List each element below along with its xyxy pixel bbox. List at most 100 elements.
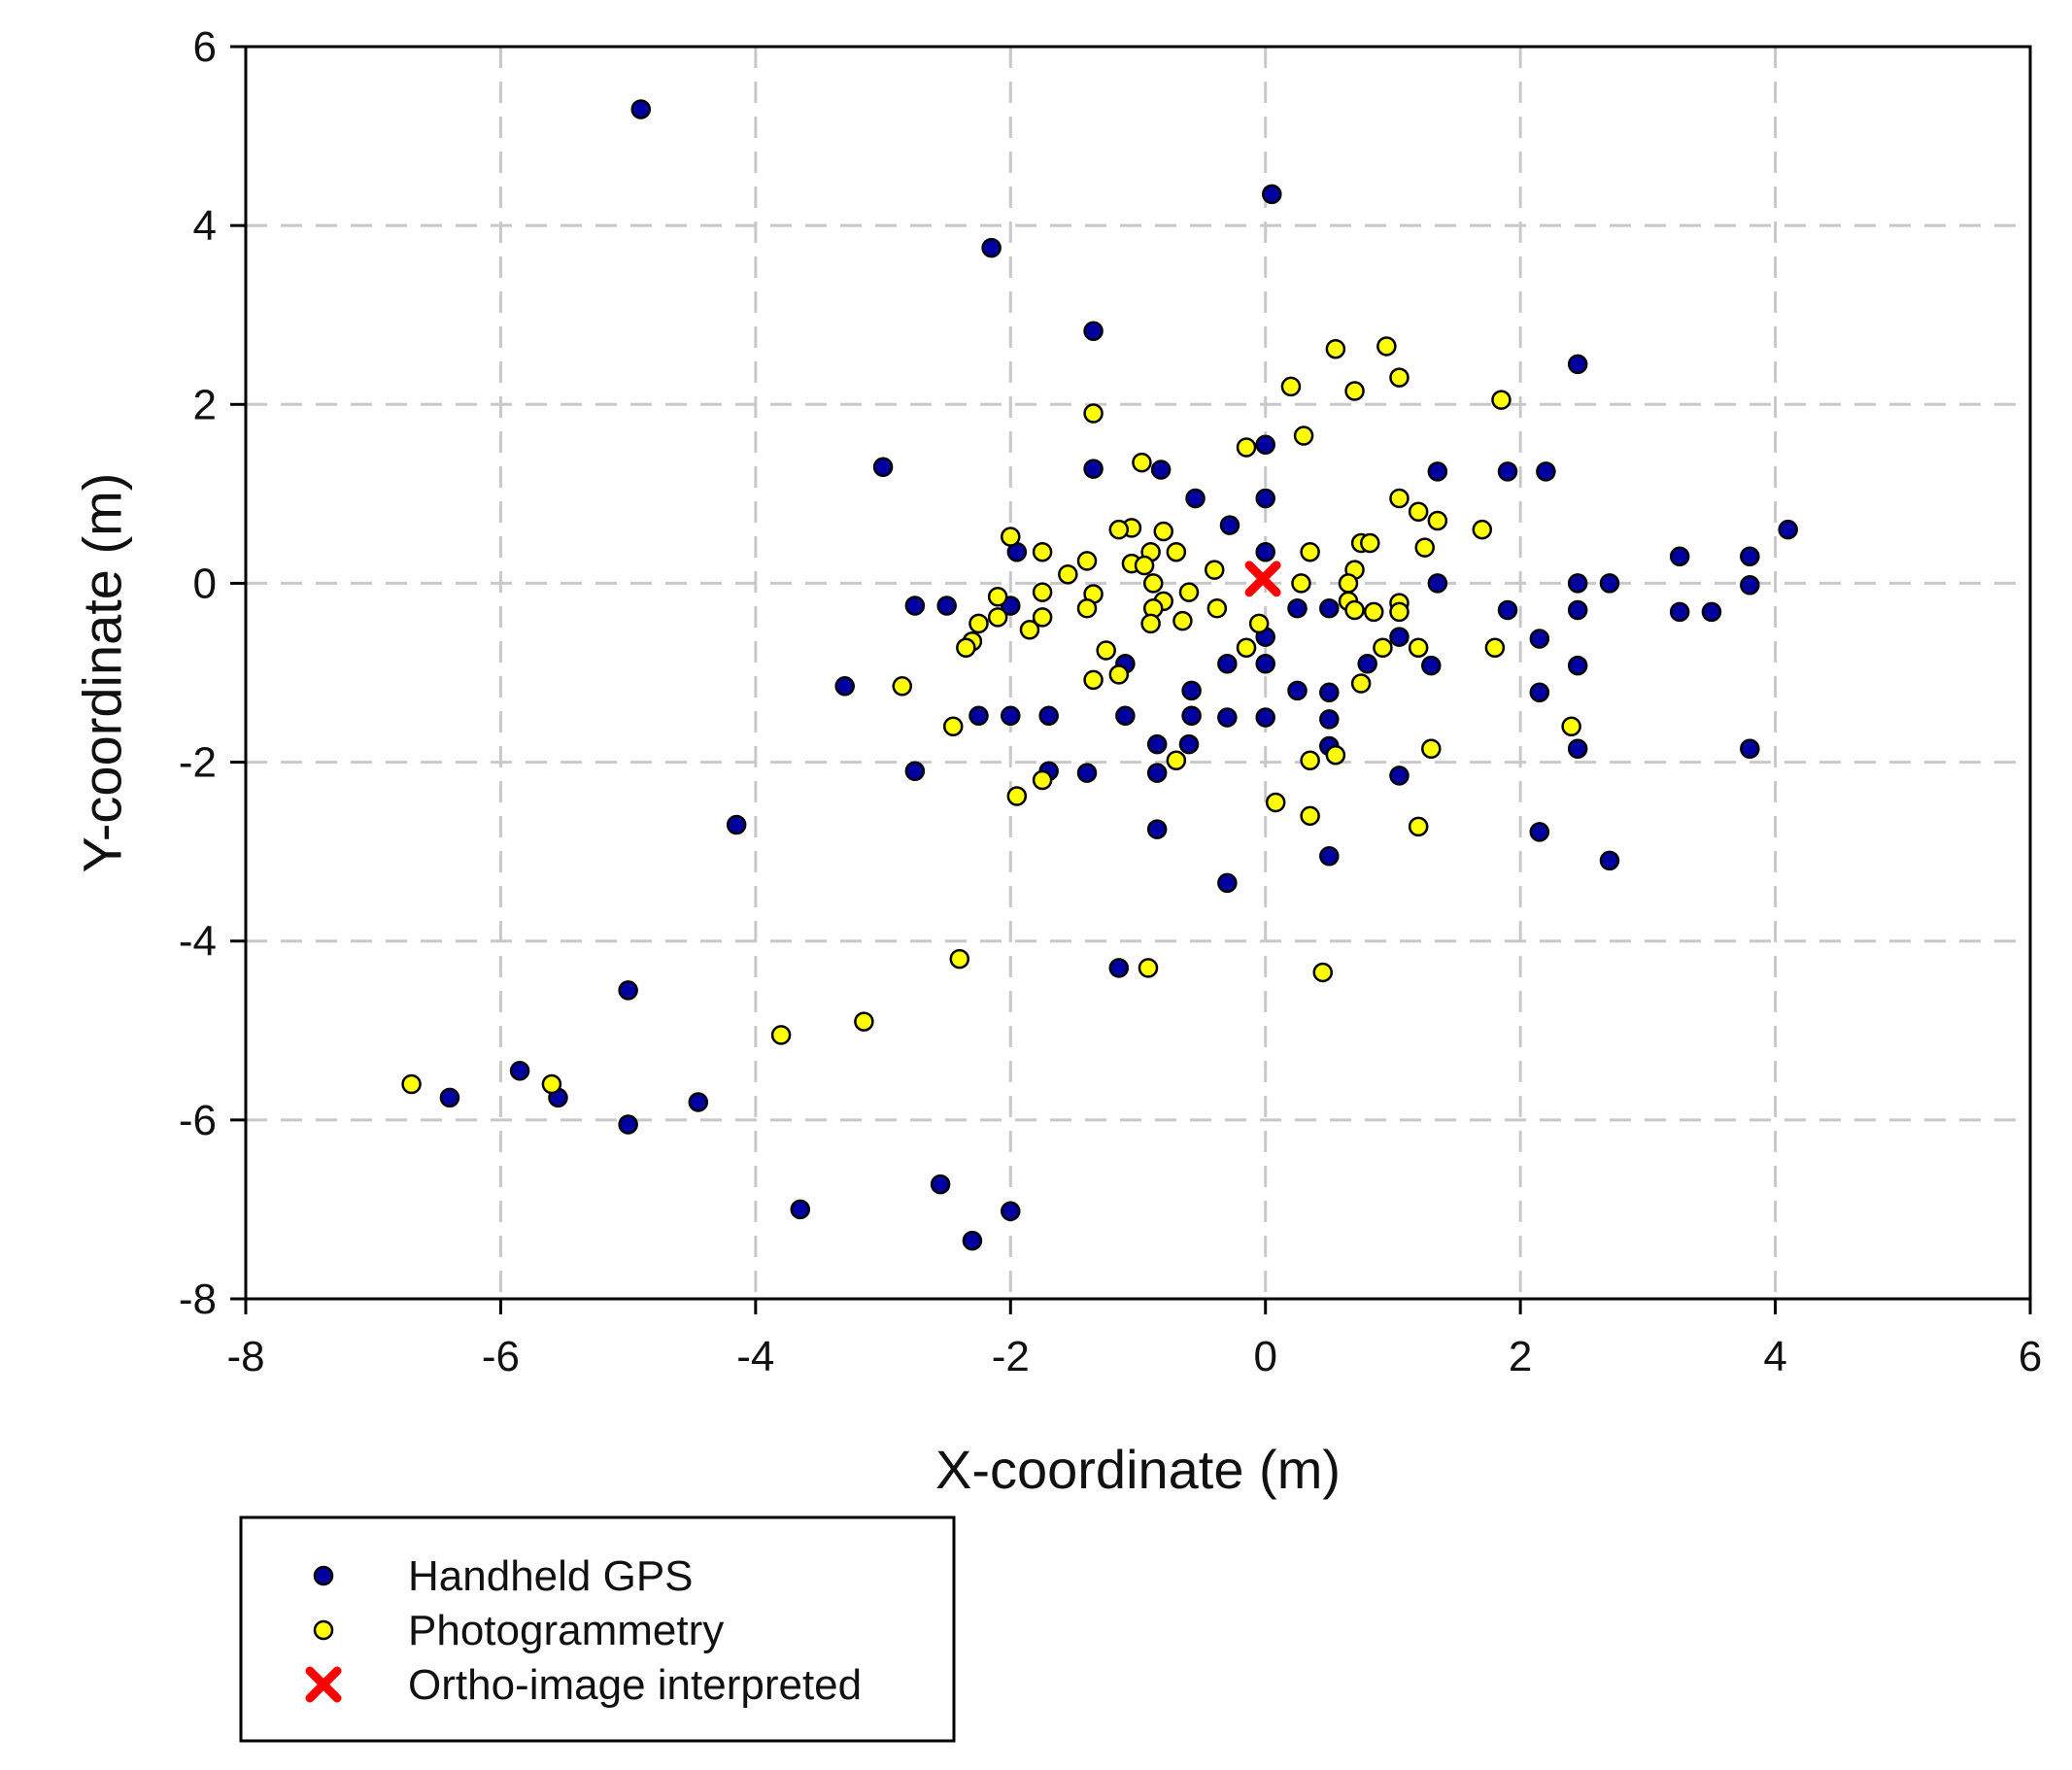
- photogrammetry-point: [1006, 786, 1028, 806]
- handheld-gps-point: [439, 1087, 460, 1108]
- legend-marker-photogrammetry: [313, 1619, 334, 1641]
- photogrammetry-point: [1204, 560, 1225, 580]
- legend-items: Handheld GPS Photogrammetry Ortho-image in…: [305, 1552, 862, 1709]
- handheld-gps-point: [930, 1174, 951, 1195]
- photogrammetry-point: [1408, 816, 1429, 837]
- handheld-gps-point: [1669, 601, 1690, 623]
- photogrammetry-point: [1142, 573, 1164, 594]
- legend-marker-ortho-image-interpreted: [305, 1666, 342, 1703]
- photogrammetry-point: [1236, 637, 1257, 658]
- x-marker-stroke: [1244, 561, 1281, 597]
- photogrammetry-point: [1472, 519, 1493, 540]
- photogrammetry-point: [1178, 582, 1200, 602]
- handheld-gps-point: [1178, 733, 1200, 755]
- handheld-gps-point: [1083, 321, 1104, 342]
- handheld-gps-point: [1567, 599, 1588, 621]
- photogrammetry-point: [1408, 501, 1429, 523]
- photogrammetry-point: [949, 948, 970, 970]
- handheld-gps-point: [1219, 515, 1240, 535]
- photogrammetry-point: [987, 607, 1008, 628]
- handheld-gps-point: [872, 457, 894, 477]
- handheld-gps-point: [1567, 738, 1588, 760]
- handheld-gps-point: [618, 1114, 638, 1135]
- legend-label-handheld-gps: Handheld GPS: [408, 1552, 694, 1600]
- handheld-gps-point: [1185, 488, 1206, 509]
- handheld-gps-point: [1217, 872, 1238, 894]
- photogrammetry-point: [1280, 376, 1302, 397]
- photogrammetry-point: [1312, 962, 1334, 983]
- handheld-gps-point: [1181, 705, 1202, 726]
- handheld-gps-point: [1529, 682, 1550, 703]
- handheld-gps-point: [1150, 460, 1172, 480]
- photogrammetry-point: [1236, 437, 1257, 458]
- handheld-gps-point: [1146, 819, 1168, 839]
- photogrammetry-point: [942, 716, 964, 736]
- photogrammetry-point: [1166, 750, 1187, 770]
- y-tick-label: -2: [179, 739, 217, 787]
- handheld-gps-point: [1497, 461, 1518, 482]
- handheld-gps-point: [726, 814, 747, 835]
- photogrammetry-point: [956, 637, 976, 658]
- photogrammetry-point: [1300, 805, 1320, 827]
- handheld-gps-point: [1319, 597, 1340, 619]
- handheld-gps-point: [904, 596, 926, 616]
- photogrammetry-point: [1083, 403, 1104, 424]
- handheld-gps-point: [1421, 655, 1442, 676]
- handheld-gps-point: [1255, 707, 1275, 728]
- photogrammetry-point: [892, 676, 913, 697]
- handheld-gps-point: [1536, 461, 1556, 482]
- x-tick-label: -8: [226, 1333, 264, 1380]
- photogrammetry-point: [1300, 541, 1320, 562]
- photogrammetry-point: [1414, 537, 1435, 558]
- handheld-gps-point: [1319, 682, 1340, 703]
- handheld-gps-point: [1255, 434, 1275, 455]
- legend-label-photogrammetry: Photogrammetry: [408, 1607, 724, 1654]
- x-tick-label: 6: [2019, 1333, 2042, 1380]
- handheld-gps-point: [1567, 573, 1588, 594]
- photogrammetry-point: [1032, 582, 1053, 602]
- photogrammetry-point: [1363, 601, 1384, 623]
- handheld-gps-point: [1427, 573, 1448, 594]
- handheld-gps-point: [1778, 519, 1798, 540]
- photogrammetry-point: [1300, 750, 1320, 770]
- handheld-gps-point: [1740, 738, 1760, 760]
- handheld-gps-point: [688, 1092, 709, 1112]
- y-axis-tick-labels: 6 4 2 0 -2 -4 -6 -8: [179, 23, 217, 1323]
- photogrammetry-point: [1138, 958, 1159, 978]
- y-tick-label: -8: [179, 1276, 217, 1323]
- photogrammetry-point: [401, 1073, 422, 1095]
- handheld-gps-point: [1567, 354, 1588, 375]
- handheld-gps-point: [509, 1060, 530, 1081]
- x-tick-label: -2: [992, 1333, 1030, 1380]
- y-tick-label: 4: [193, 202, 217, 250]
- photogrammetry-point: [1166, 541, 1187, 562]
- handheld-gps-point: [1669, 546, 1690, 567]
- photogrammetry-point: [1389, 488, 1410, 509]
- handheld-gps-point: [904, 761, 926, 782]
- photogrammetry-point: [1248, 613, 1270, 634]
- photogrammetry-point: [1484, 637, 1506, 658]
- ortho-image-interpreted-point: [1244, 561, 1281, 597]
- handheld-gps-point: [1357, 654, 1377, 674]
- handheld-gps-point: [1740, 575, 1760, 596]
- photogrammetry-point: [1032, 607, 1053, 628]
- x-tick-label: 4: [1763, 1333, 1786, 1380]
- photogrammetry-point: [1338, 573, 1359, 594]
- photogrammetry-point: [1058, 563, 1078, 585]
- photogrammetry-point: [1561, 716, 1581, 736]
- handheld-gps-point: [1740, 546, 1760, 567]
- y-tick-label: 0: [193, 560, 217, 607]
- photogrammetry-point: [1108, 664, 1130, 685]
- handheld-gps-point: [1529, 822, 1550, 842]
- handheld-gps-point: [962, 1230, 983, 1251]
- legend-label-ortho-image-interpreted: Ortho-image interpreted: [408, 1661, 862, 1709]
- handheld-gps-point: [981, 237, 1002, 258]
- handheld-gps-point: [1529, 629, 1550, 649]
- photogrammetry-point: [987, 586, 1008, 607]
- legend: Handheld GPS Photogrammetry Ortho-image in…: [239, 1515, 956, 1743]
- y-tick-label: -4: [179, 918, 217, 966]
- photogrammetry-point: [1032, 769, 1053, 791]
- photogrammetry-point: [1373, 637, 1393, 658]
- grid-lines: [246, 47, 2030, 1299]
